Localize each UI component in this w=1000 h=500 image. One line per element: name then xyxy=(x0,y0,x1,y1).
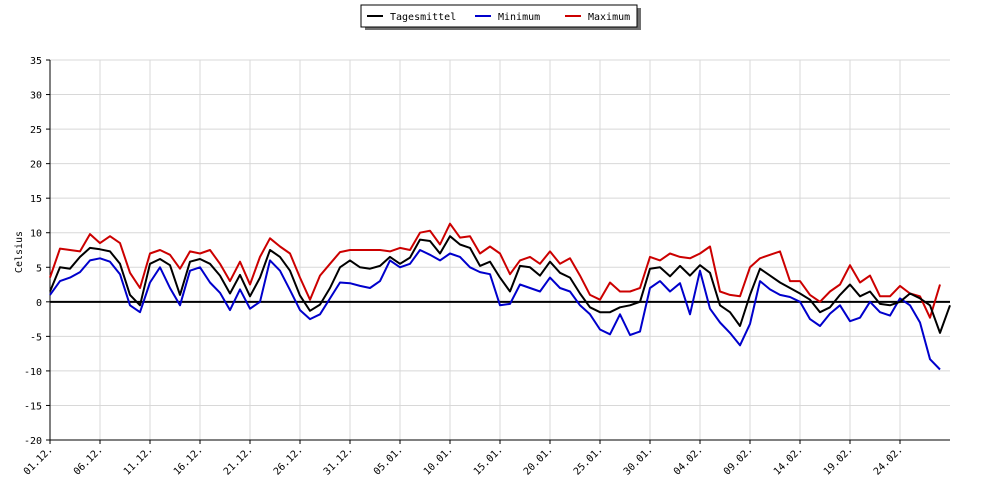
legend-label-minimum: Minimum xyxy=(498,12,540,23)
x-tick-label: 26.12. xyxy=(272,444,305,477)
x-tick-label: 11.12. xyxy=(122,444,155,477)
y-axis-ticks: 35 30 25 20 15 10 5 0 -5 -10 -15 -20 xyxy=(24,56,50,447)
x-tick-label: 15.01. xyxy=(472,444,505,477)
x-tick-label: 20.01. xyxy=(522,444,555,477)
gridlines xyxy=(49,59,950,441)
y-axis-title: Celsius xyxy=(14,231,25,273)
x-tick-label: 16.12. xyxy=(172,444,205,477)
x-tick-label: 06.12. xyxy=(72,444,105,477)
y-tick-label: 30 xyxy=(30,91,42,102)
x-tick-label: 05.01. xyxy=(372,444,405,477)
x-tick-label: 30.01. xyxy=(622,444,655,477)
y-tick-label: 0 xyxy=(36,298,42,309)
x-tick-label: 19.02. xyxy=(822,444,855,477)
y-tick-label: 10 xyxy=(30,229,42,240)
y-tick-label: -20 xyxy=(24,436,42,447)
x-tick-label: 14.02. xyxy=(772,444,805,477)
legend-box xyxy=(360,4,638,28)
x-tick-label: 24.02. xyxy=(872,444,905,477)
y-tick-label: 25 xyxy=(30,125,42,136)
y-tick-label: -15 xyxy=(24,401,42,412)
legend: Tagesmittel Minimum Maximum xyxy=(360,4,641,30)
y-tick-label: -5 xyxy=(30,332,42,343)
x-axis-ticks: 01.12. 06.12. 11.12. 16.12. 21.12. 26.12. 31.1… xyxy=(22,440,905,478)
y-tick-label: 5 xyxy=(36,263,42,274)
series-lines xyxy=(49,222,951,371)
y-tick-label: 35 xyxy=(30,56,42,67)
x-tick-label: 10.01. xyxy=(422,444,455,477)
x-tick-label: 21.12. xyxy=(222,444,255,477)
legend-label-tagesmittel: Tagesmittel xyxy=(390,12,456,23)
series-line-tagesmittel xyxy=(49,235,951,334)
x-tick-label: 09.02. xyxy=(722,444,755,477)
legend-label-maximum: Maximum xyxy=(588,12,630,23)
y-tick-label: 20 xyxy=(30,160,42,171)
series-line-maximum xyxy=(49,222,941,319)
series-line-minimum xyxy=(49,249,941,371)
x-tick-label: 04.02. xyxy=(672,444,705,477)
x-tick-label: 25.01. xyxy=(572,444,605,477)
x-tick-label: 31.12. xyxy=(322,444,355,477)
y-tick-label: 15 xyxy=(30,194,42,205)
y-tick-label: -10 xyxy=(24,367,42,378)
x-tick-label: 01.12. xyxy=(22,444,55,477)
